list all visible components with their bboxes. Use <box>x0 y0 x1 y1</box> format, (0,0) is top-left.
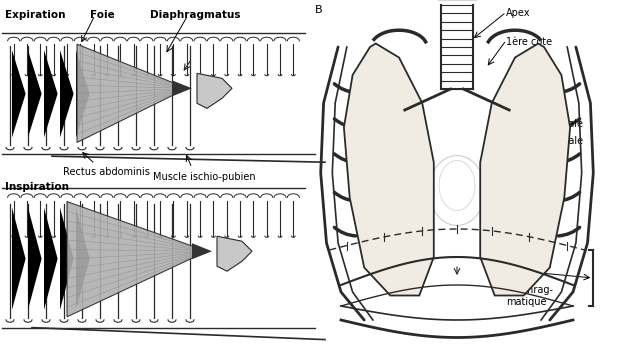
Text: Expiration: Expiration <box>5 10 65 20</box>
Text: Rectus abdominis: Rectus abdominis <box>63 167 150 177</box>
Polygon shape <box>480 44 570 296</box>
Polygon shape <box>67 202 207 317</box>
Polygon shape <box>44 208 58 310</box>
Polygon shape <box>76 50 90 138</box>
Text: Récessus
costo-
diaphrag-
matique: Récessus costo- diaphrag- matique <box>506 260 553 307</box>
Polygon shape <box>60 50 74 138</box>
Bar <box>0 0 310 360</box>
Polygon shape <box>76 208 90 310</box>
Text: Diaphragmatus: Diaphragmatus <box>150 10 240 20</box>
Polygon shape <box>344 44 434 296</box>
Text: Inspiration: Inspiration <box>5 182 69 192</box>
Polygon shape <box>77 44 187 143</box>
Text: Plèvre pariétale: Plèvre pariétale <box>506 118 583 129</box>
Text: Muscle ischio-pubien: Muscle ischio-pubien <box>153 172 256 182</box>
Text: Ligament
pulmonaire: Ligament pulmonaire <box>506 176 562 198</box>
Polygon shape <box>192 243 212 259</box>
Polygon shape <box>60 208 74 310</box>
Polygon shape <box>12 208 26 310</box>
Polygon shape <box>28 50 42 138</box>
Text: Plèvre viscérale: Plèvre viscérale <box>506 136 583 146</box>
Text: 1ère côte: 1ère côte <box>506 37 553 47</box>
Polygon shape <box>172 80 192 96</box>
Text: Apex: Apex <box>506 8 531 18</box>
Bar <box>312 0 641 360</box>
Polygon shape <box>217 236 252 271</box>
Polygon shape <box>197 73 232 108</box>
Polygon shape <box>28 208 42 310</box>
Text: Foie: Foie <box>90 10 115 20</box>
Text: B: B <box>315 5 322 15</box>
Polygon shape <box>44 50 58 138</box>
Polygon shape <box>12 50 26 138</box>
